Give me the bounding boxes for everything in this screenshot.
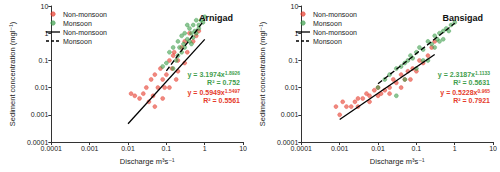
- svg-text:10: 10: [291, 3, 299, 10]
- svg-text:0.1: 0.1: [412, 145, 422, 152]
- svg-text:1.8926: 1.8926: [225, 70, 241, 76]
- svg-text:0.001: 0.001: [31, 111, 49, 118]
- svg-text:1: 1: [453, 145, 457, 152]
- svg-text:1: 1: [44, 30, 48, 37]
- svg-text:1.1133: 1.1133: [475, 70, 490, 76]
- svg-text:0.965: 0.965: [477, 88, 490, 94]
- svg-text:10: 10: [41, 3, 49, 10]
- svg-text:0.01: 0.01: [285, 84, 299, 91]
- svg-text:Non-monsoon: Non-monsoon: [313, 29, 357, 36]
- svg-text:R² = 0.5561: R² = 0.5561: [203, 97, 240, 104]
- svg-text:0.1: 0.1: [162, 145, 172, 152]
- svg-text:Monsoon: Monsoon: [313, 38, 342, 45]
- svg-text:Discharge m³s⁻¹: Discharge m³s⁻¹: [120, 157, 175, 166]
- svg-text:Sediment concentration (mgl⁻¹): Sediment concentration (mgl⁻¹): [8, 21, 17, 126]
- svg-text:0.0001: 0.0001: [41, 145, 63, 152]
- svg-text:Sediment concentration (mgl⁻¹): Sediment concentration (mgl⁻¹): [258, 21, 267, 126]
- svg-text:y = 2.3187x: y = 2.3187x: [438, 71, 475, 79]
- svg-text:y = 3.1974x: y = 3.1974x: [188, 71, 225, 79]
- svg-text:1.5497: 1.5497: [225, 88, 241, 94]
- svg-text:1: 1: [294, 30, 298, 37]
- svg-text:R² = 0.7921: R² = 0.7921: [453, 97, 490, 104]
- svg-text:10: 10: [239, 145, 247, 152]
- svg-text:0.1: 0.1: [39, 57, 49, 64]
- svg-text:Non-monsoon: Non-monsoon: [63, 11, 107, 18]
- svg-text:0.01: 0.01: [121, 145, 135, 152]
- svg-text:Arnigad: Arnigad: [199, 13, 233, 23]
- svg-text:10: 10: [489, 145, 497, 152]
- svg-text:y = 0.5228x: y = 0.5228x: [440, 89, 477, 97]
- svg-text:R² = 0.752: R² = 0.752: [207, 79, 240, 86]
- svg-text:0.1: 0.1: [289, 57, 299, 64]
- svg-text:0.01: 0.01: [35, 84, 49, 91]
- svg-text:0.0001: 0.0001: [291, 145, 313, 152]
- svg-text:Bansigad: Bansigad: [442, 13, 483, 23]
- svg-text:y = 0.5949x: y = 0.5949x: [188, 89, 225, 97]
- svg-text:0.001: 0.001: [281, 111, 299, 118]
- svg-text:Discharge m³s⁻¹: Discharge m³s⁻¹: [370, 157, 425, 166]
- svg-text:Non-monsoon: Non-monsoon: [63, 29, 107, 36]
- svg-text:0.001: 0.001: [331, 145, 349, 152]
- svg-text:R² = 0.5631: R² = 0.5631: [453, 79, 490, 86]
- svg-text:0.0001: 0.0001: [26, 138, 49, 146]
- svg-text:Monsoon: Monsoon: [63, 20, 92, 27]
- svg-text:0.001: 0.001: [81, 145, 99, 152]
- svg-text:Monsoon: Monsoon: [63, 38, 92, 45]
- svg-text:Monsoon: Monsoon: [313, 20, 342, 27]
- svg-text:Non-monsoon: Non-monsoon: [313, 11, 357, 18]
- svg-text:0.0001: 0.0001: [276, 138, 299, 146]
- svg-text:0.01: 0.01: [371, 145, 385, 152]
- svg-text:1: 1: [203, 145, 207, 152]
